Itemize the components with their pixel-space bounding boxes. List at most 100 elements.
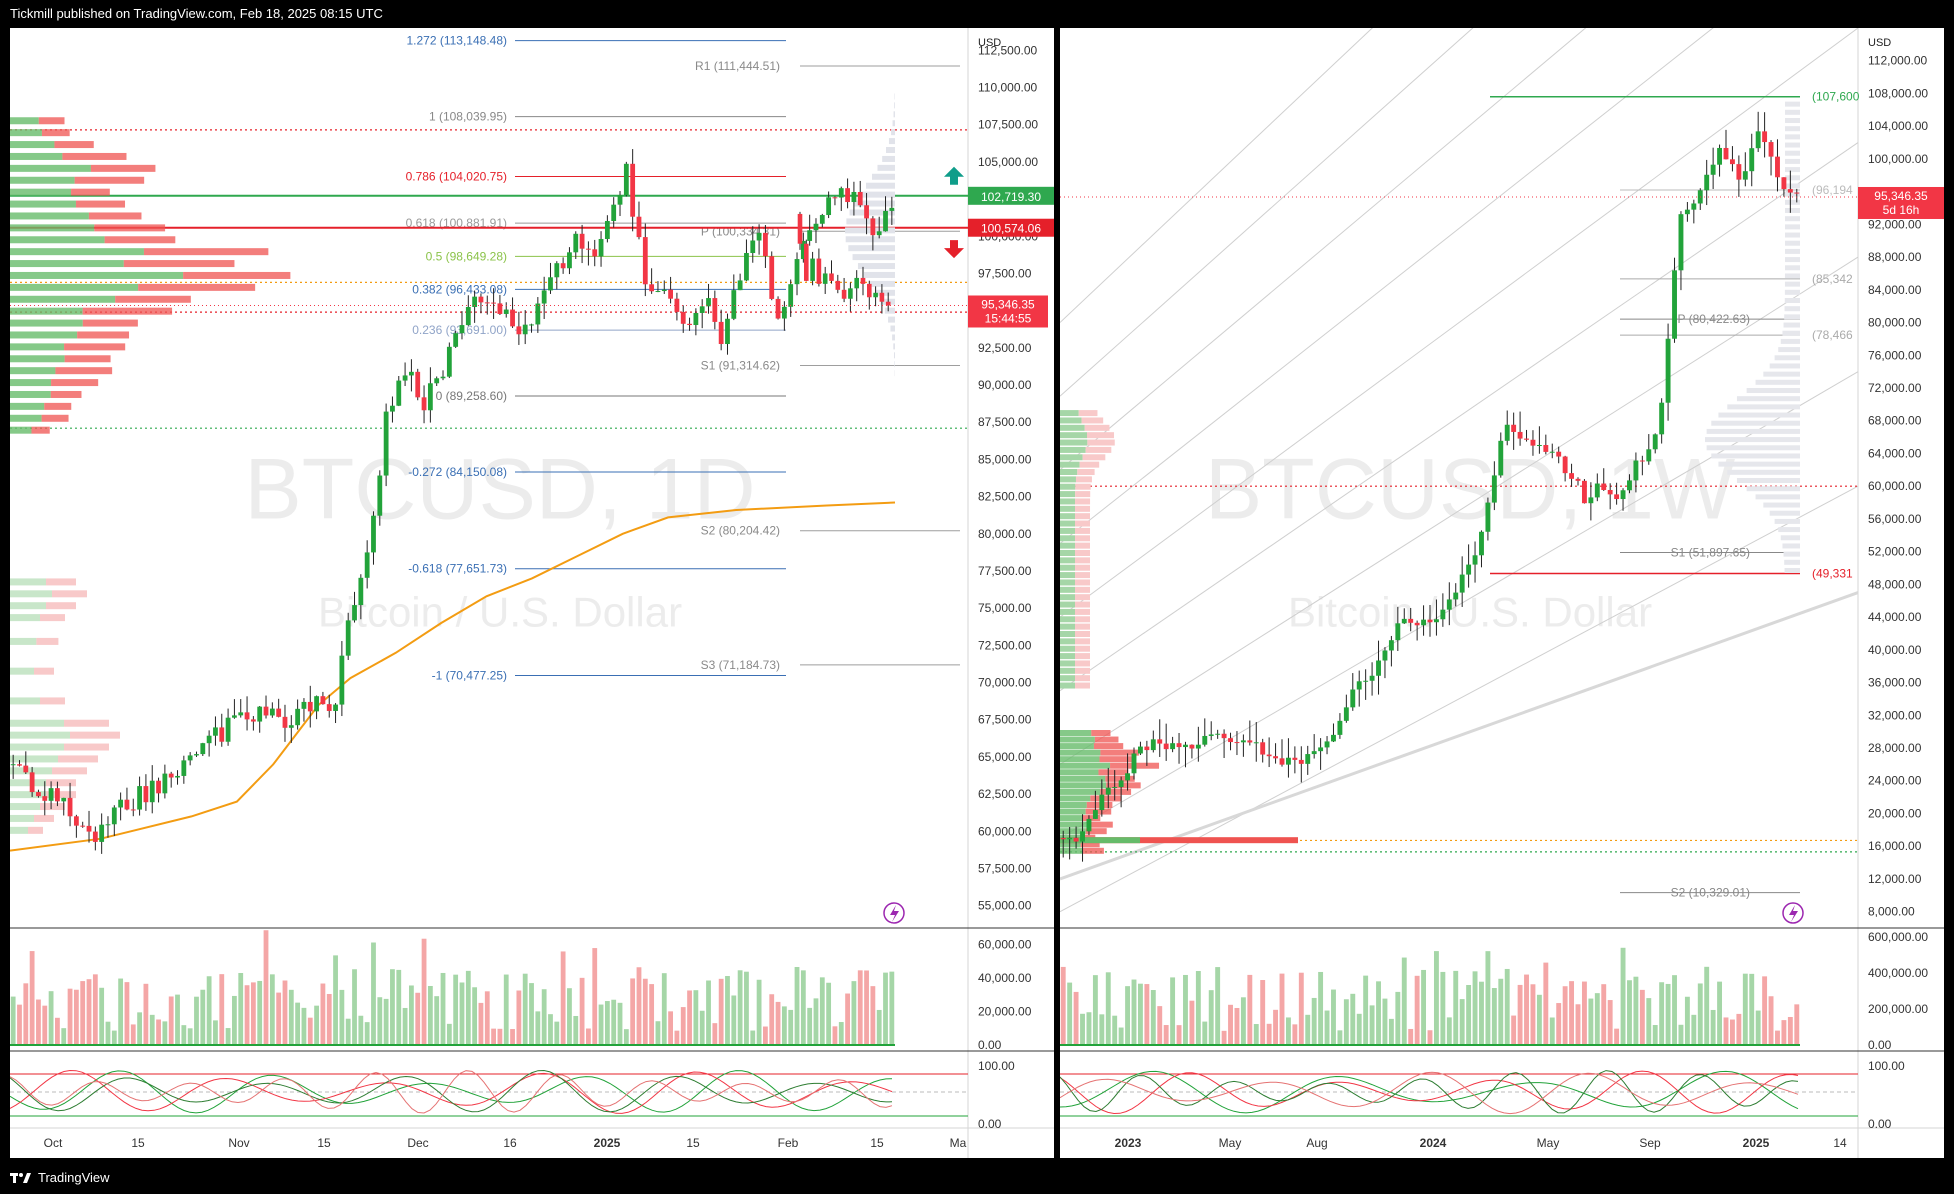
candle-body xyxy=(867,283,872,298)
session-profile-bar xyxy=(1763,502,1800,508)
profile-bar-up xyxy=(1060,756,1100,763)
fib-level-label: 1.272 (113,148.48) xyxy=(406,34,507,48)
up-arrow-icon xyxy=(944,166,964,185)
volume-bar xyxy=(838,1022,844,1045)
volume-bar xyxy=(604,1001,610,1045)
candle-body xyxy=(579,233,585,249)
y-tick-label: 12,000.00 xyxy=(1868,872,1922,886)
candle-body xyxy=(1749,148,1755,172)
volume-bar xyxy=(453,974,459,1045)
volume-bar xyxy=(232,995,237,1045)
volume-bar xyxy=(642,978,648,1045)
profile-bar-up xyxy=(10,141,55,149)
candle-body xyxy=(1176,743,1182,748)
candle-body xyxy=(1504,424,1510,441)
weekly-chart-panel[interactable]: BTCUSD, 1W Bitcoin / U.S. Dollar USD 112,00… xyxy=(1060,28,1944,1158)
session-profile-bar xyxy=(1785,216,1800,222)
profile-bar-light-up xyxy=(1060,660,1075,667)
volume-bar xyxy=(1279,973,1285,1045)
volume-bar xyxy=(693,990,699,1045)
candle-body xyxy=(1717,147,1723,165)
profile-bar-down xyxy=(183,271,291,279)
daily-chart-svg[interactable]: BTCUSD, 1D Bitcoin / U.S. Dollar USD112,50… xyxy=(10,28,1054,1158)
volume-bar xyxy=(775,1001,781,1045)
x-tick-label: 15 xyxy=(131,1136,145,1150)
tradingview-logo[interactable]: TradingView xyxy=(10,1162,110,1194)
candle-body xyxy=(813,223,819,231)
profile-bar-light-down xyxy=(1087,432,1115,439)
session-profile-bar xyxy=(1736,478,1800,483)
candle-body xyxy=(592,249,598,257)
profile-bar-light-up xyxy=(1060,682,1075,689)
volume-bar xyxy=(1459,999,1465,1045)
x-tick-label: 16 xyxy=(503,1136,517,1150)
profile-bar-up xyxy=(10,331,78,339)
session-profile-bar xyxy=(888,138,895,145)
profile-bar-down xyxy=(44,402,72,410)
profile-bar-light-down xyxy=(1075,535,1090,542)
volume-bar xyxy=(1433,951,1439,1045)
volume-bar xyxy=(427,985,433,1045)
candle-body xyxy=(1549,451,1555,453)
candle-body xyxy=(636,216,642,238)
volume-bar xyxy=(219,974,225,1045)
volume-bar xyxy=(1607,1000,1613,1045)
candle-body xyxy=(263,706,269,716)
candle-body xyxy=(175,775,180,778)
volume-bar xyxy=(1189,1000,1195,1045)
candle-body xyxy=(1736,164,1742,180)
volume-bar xyxy=(1581,981,1587,1045)
volume-bar xyxy=(1131,979,1137,1045)
candle-body xyxy=(276,708,282,717)
candle-body xyxy=(156,780,161,794)
candle-body xyxy=(1543,445,1549,452)
channel-line xyxy=(1060,256,1859,765)
volume-bar xyxy=(434,996,440,1045)
pivot-level-label: S1 (91,314.62) xyxy=(701,358,780,372)
candle-body xyxy=(409,371,414,376)
session-profile-bar xyxy=(888,316,895,323)
pivot-level-label: P (100,334.31) xyxy=(701,224,780,238)
profile-bar-light-down xyxy=(58,755,98,763)
candle-body xyxy=(763,232,768,257)
x-tick-label: Sep xyxy=(1639,1136,1661,1150)
profile-bar-up xyxy=(1060,841,1081,848)
volume-bar xyxy=(826,982,832,1045)
y-tick-label: 8,000.00 xyxy=(1868,905,1915,919)
profile-bar-light-up xyxy=(1060,483,1076,490)
session-profile-bar xyxy=(1785,118,1800,123)
volume-bar xyxy=(1221,1030,1227,1045)
volume-bar xyxy=(130,1024,136,1045)
profile-bar-light-up xyxy=(10,803,40,811)
daily-chart-panel[interactable]: BTCUSD, 1D Bitcoin / U.S. Dollar USD 112,50… xyxy=(10,28,1054,1158)
channel-line xyxy=(1060,28,1587,471)
volume-bar xyxy=(1363,975,1369,1045)
candle-body xyxy=(1202,735,1208,745)
oscillator-line xyxy=(1060,1070,1799,1115)
session-profile-bar xyxy=(849,209,895,216)
candle-body xyxy=(1189,744,1195,749)
y-tick-label: 44,000.00 xyxy=(1868,610,1922,624)
candle-body xyxy=(225,717,231,742)
candle-body xyxy=(1485,502,1491,532)
y-tick-label: 75,000.00 xyxy=(978,601,1032,615)
profile-bar-up xyxy=(1060,815,1083,822)
session-profile-bar xyxy=(1774,355,1800,361)
volume-bar xyxy=(800,970,806,1045)
volume-bar xyxy=(377,997,383,1045)
volume-bar xyxy=(1755,1010,1761,1045)
y-tick-label: 87,500.00 xyxy=(978,415,1032,429)
candle-body xyxy=(301,701,307,709)
profile-bar-down xyxy=(94,224,166,232)
session-profile-bar xyxy=(1784,257,1800,263)
candle-body xyxy=(832,197,838,199)
profile-bar-up xyxy=(10,402,45,410)
profile-bar-up xyxy=(10,236,105,244)
candle-body xyxy=(737,280,743,291)
candle-body xyxy=(1466,564,1472,575)
volume-bar xyxy=(238,973,244,1045)
candle-body xyxy=(491,302,496,304)
candle-body xyxy=(1408,618,1414,623)
y-tick-label: 82,500.00 xyxy=(978,490,1032,504)
